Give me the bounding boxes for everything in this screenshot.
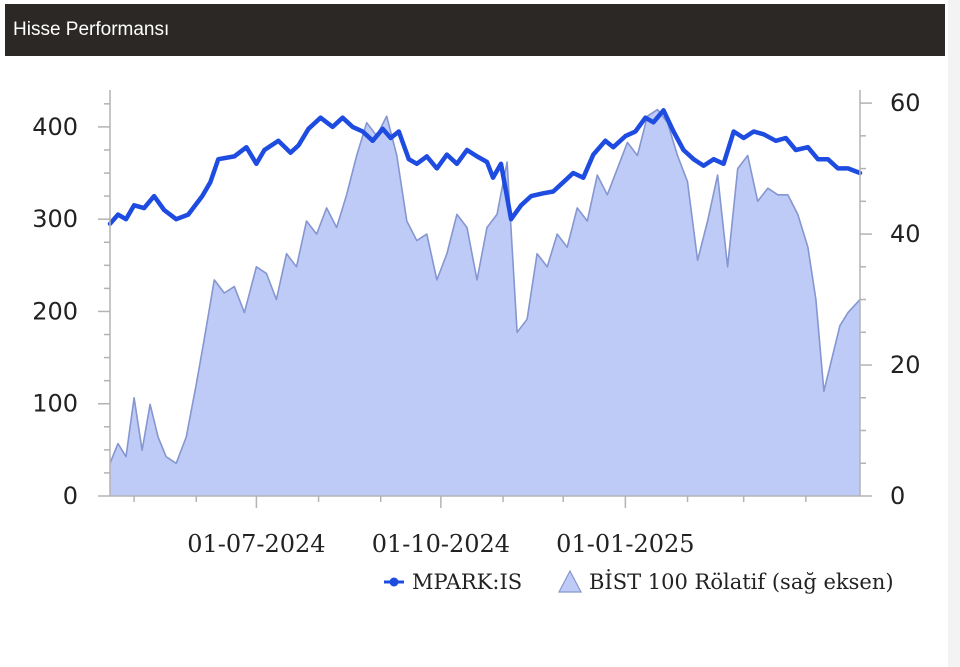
y-left-tick-label: 0 [63,482,78,510]
y-right-tick-label: 20 [890,351,921,379]
y-right-tick-label: 0 [890,482,905,510]
legend-label-mpark: MPARK:IS [412,570,522,594]
bist100-area-line [109,108,861,465]
y-left-tick-label: 200 [32,297,78,325]
y-right-tick-label: 40 [890,220,921,248]
bist100-area-fill [110,109,860,496]
y-left-tick-label: 100 [32,390,78,418]
x-tick-label: 01-07-2024 [187,530,325,558]
mpark-price-line [107,108,863,227]
legend-label-bist100: BİST 100 Rölatif (sağ eksen) [589,570,894,594]
scrollbar-track[interactable] [948,0,960,667]
legend-area-swatch [558,569,582,593]
panel-header: Hisse Performansı [5,4,945,56]
y-left-tick-label: 400 [32,113,78,141]
panel-title: Hisse Performansı [13,19,170,40]
y-left-tick-label: 300 [32,205,78,233]
x-tick-label: 01-01-2025 [556,530,694,558]
x-tick-label: 01-10-2024 [372,530,510,558]
legend-line-marker [389,577,399,587]
y-right-tick-label: 60 [890,89,921,117]
